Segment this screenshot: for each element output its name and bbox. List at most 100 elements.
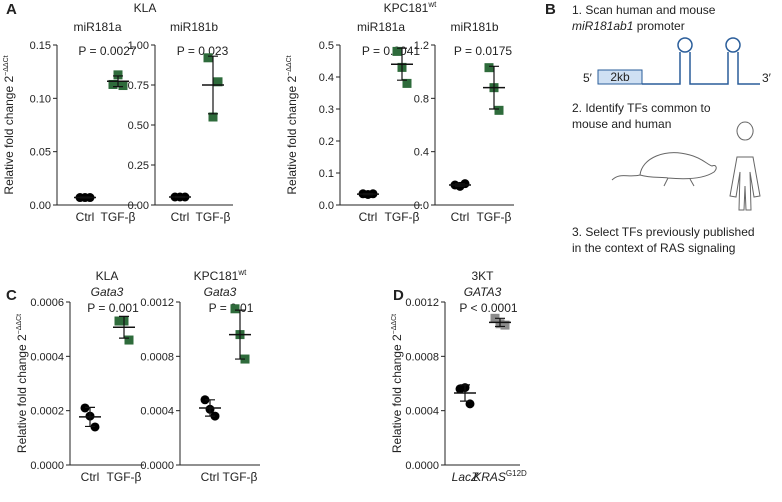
y-axis-label-sup: −ΔΔCt	[391, 314, 398, 334]
chart-title-text: KLA	[96, 269, 119, 283]
y-axis-label-text: Relative fold change 2	[15, 334, 29, 453]
x-tick-label: KRASG12D	[473, 469, 527, 484]
x-tick-label: TGF-β	[477, 210, 512, 224]
panel-label: B	[545, 1, 556, 18]
x-tick-label-text: TGF-β	[385, 210, 420, 224]
y-tick-label: 0.2	[319, 136, 334, 148]
x-tick-label-text: TGF-β	[477, 210, 512, 224]
y-tick-label: 0.0	[319, 200, 334, 212]
y-tick-label: 0.50	[128, 120, 149, 132]
x-tick-label: Ctrl	[359, 210, 378, 224]
x-tick-label-text: TGF-β	[196, 210, 231, 224]
chart-subtitle: Gata3	[91, 285, 124, 299]
y-tick-label: 0.75	[128, 80, 149, 92]
stem-loop	[677, 37, 693, 53]
error-bar	[208, 55, 218, 115]
y-axis-label-sup: −ΔΔCt	[286, 55, 293, 75]
y-tick-label: 0.00	[30, 200, 51, 212]
data-point	[208, 112, 218, 122]
group-title-sup: wt	[427, 0, 437, 9]
y-tick-label: 0.25	[128, 160, 149, 172]
step-text: miR181ab1 promoter	[572, 19, 685, 33]
end-label: 5′	[583, 71, 593, 85]
y-axis-label-text: Relative fold change 2	[285, 76, 299, 195]
y-axis-label-text: Relative fold change 2	[2, 76, 16, 195]
y-axis-label: Relative fold change 2−ΔΔCt	[2, 55, 16, 194]
group-title: KPC181wt	[384, 0, 437, 15]
p-value: P < 0.0001	[459, 301, 517, 315]
error-bar	[495, 317, 505, 328]
chart-title-text: miR181a	[357, 20, 405, 34]
x-tick-label: TGF-β	[107, 470, 142, 484]
chart-title: KLA	[96, 269, 119, 283]
data-point	[213, 77, 223, 87]
step-text: mouse and human	[572, 117, 671, 131]
data-point	[402, 78, 412, 88]
y-tick-label: 0.0008	[405, 351, 439, 363]
y-tick-label: 0.05	[30, 147, 51, 159]
data-point	[114, 316, 124, 326]
chart-subtitle: Gata3	[204, 285, 237, 299]
gene-structure	[642, 52, 760, 85]
x-tick-label-text: Ctrl	[76, 210, 95, 224]
group-title: KLA	[134, 1, 157, 15]
chart-title: miR181a	[73, 20, 121, 34]
panel-label: D	[393, 287, 404, 304]
y-tick-label: 1.2	[414, 40, 429, 52]
data-point	[230, 304, 240, 314]
group-title-text: KLA	[134, 1, 157, 15]
x-tick-label-text: Ctrl	[359, 210, 378, 224]
y-tick-label: 0.0008	[140, 351, 174, 363]
error-bar	[363, 192, 373, 196]
x-tick-label-text: TGF-β	[107, 470, 142, 484]
x-tick-label-text: LacZ	[452, 470, 479, 484]
step-text: 3. Select TFs previously published	[572, 225, 755, 239]
x-tick-label-text: Ctrl	[171, 210, 190, 224]
data-point	[108, 79, 118, 89]
step-text: in the context of RAS signaling	[572, 241, 735, 255]
x-tick-label: Ctrl	[171, 210, 190, 224]
y-tick-label: 1.00	[128, 40, 149, 52]
y-axis-label-text: Relative fold change 2	[390, 334, 404, 453]
chart-title: miR181b	[170, 20, 218, 34]
y-axis-label-sup: −ΔΔCt	[16, 314, 23, 334]
error-bar	[489, 65, 499, 110]
error-bar	[205, 399, 215, 417]
gene-name: miR181ab1	[572, 19, 633, 33]
x-tick-label: Ctrl	[81, 470, 100, 484]
y-tick-label: 0.10	[30, 93, 51, 105]
y-tick-label: 0.5	[319, 40, 334, 52]
y-tick-label: 0.0004	[140, 406, 174, 418]
error-bar	[80, 196, 90, 199]
chart-title-text: 3KT	[471, 269, 494, 283]
x-tick-label-text: TGF-β	[223, 470, 258, 484]
error-bar	[85, 406, 95, 428]
end-label: 3′	[762, 71, 772, 85]
mouse-icon	[611, 152, 717, 187]
chart-title: miR181a	[357, 20, 405, 34]
x-tick-label-text: Ctrl	[81, 470, 100, 484]
panel-b: 1. Scan human and mouse miR181ab1 promot…	[572, 3, 772, 255]
x-tick-label: TGF-β	[385, 210, 420, 224]
y-axis-label: Relative fold change 2−ΔΔCt	[15, 314, 29, 453]
y-tick-label: 0.0006	[30, 297, 64, 309]
x-tick-label: Ctrl	[76, 210, 95, 224]
y-tick-label: 0.0002	[30, 406, 64, 418]
y-tick-label: 0.1	[319, 168, 334, 180]
human-icon	[729, 121, 761, 211]
x-tick-label-text: Ctrl	[201, 470, 220, 484]
y-tick-label: 0.15	[30, 40, 51, 52]
p-value: P = 0.0027	[78, 44, 136, 58]
error-bar	[175, 195, 185, 199]
chart-title-sup: wt	[237, 268, 247, 277]
x-tick-label: TGF-β	[101, 210, 136, 224]
chart-title: miR181b	[450, 20, 498, 34]
x-tick-label-text: Ctrl	[451, 210, 470, 224]
y-axis-label-sup: −ΔΔCt	[3, 55, 10, 75]
y-tick-label: 0.0000	[140, 460, 174, 472]
p-value: P = 0.001	[87, 301, 139, 315]
group-title-text: KPC181	[384, 1, 429, 15]
x-tick-label: Ctrl	[201, 470, 220, 484]
y-tick-label: 0.8	[414, 93, 429, 105]
y-tick-label: 0.0012	[405, 297, 439, 309]
